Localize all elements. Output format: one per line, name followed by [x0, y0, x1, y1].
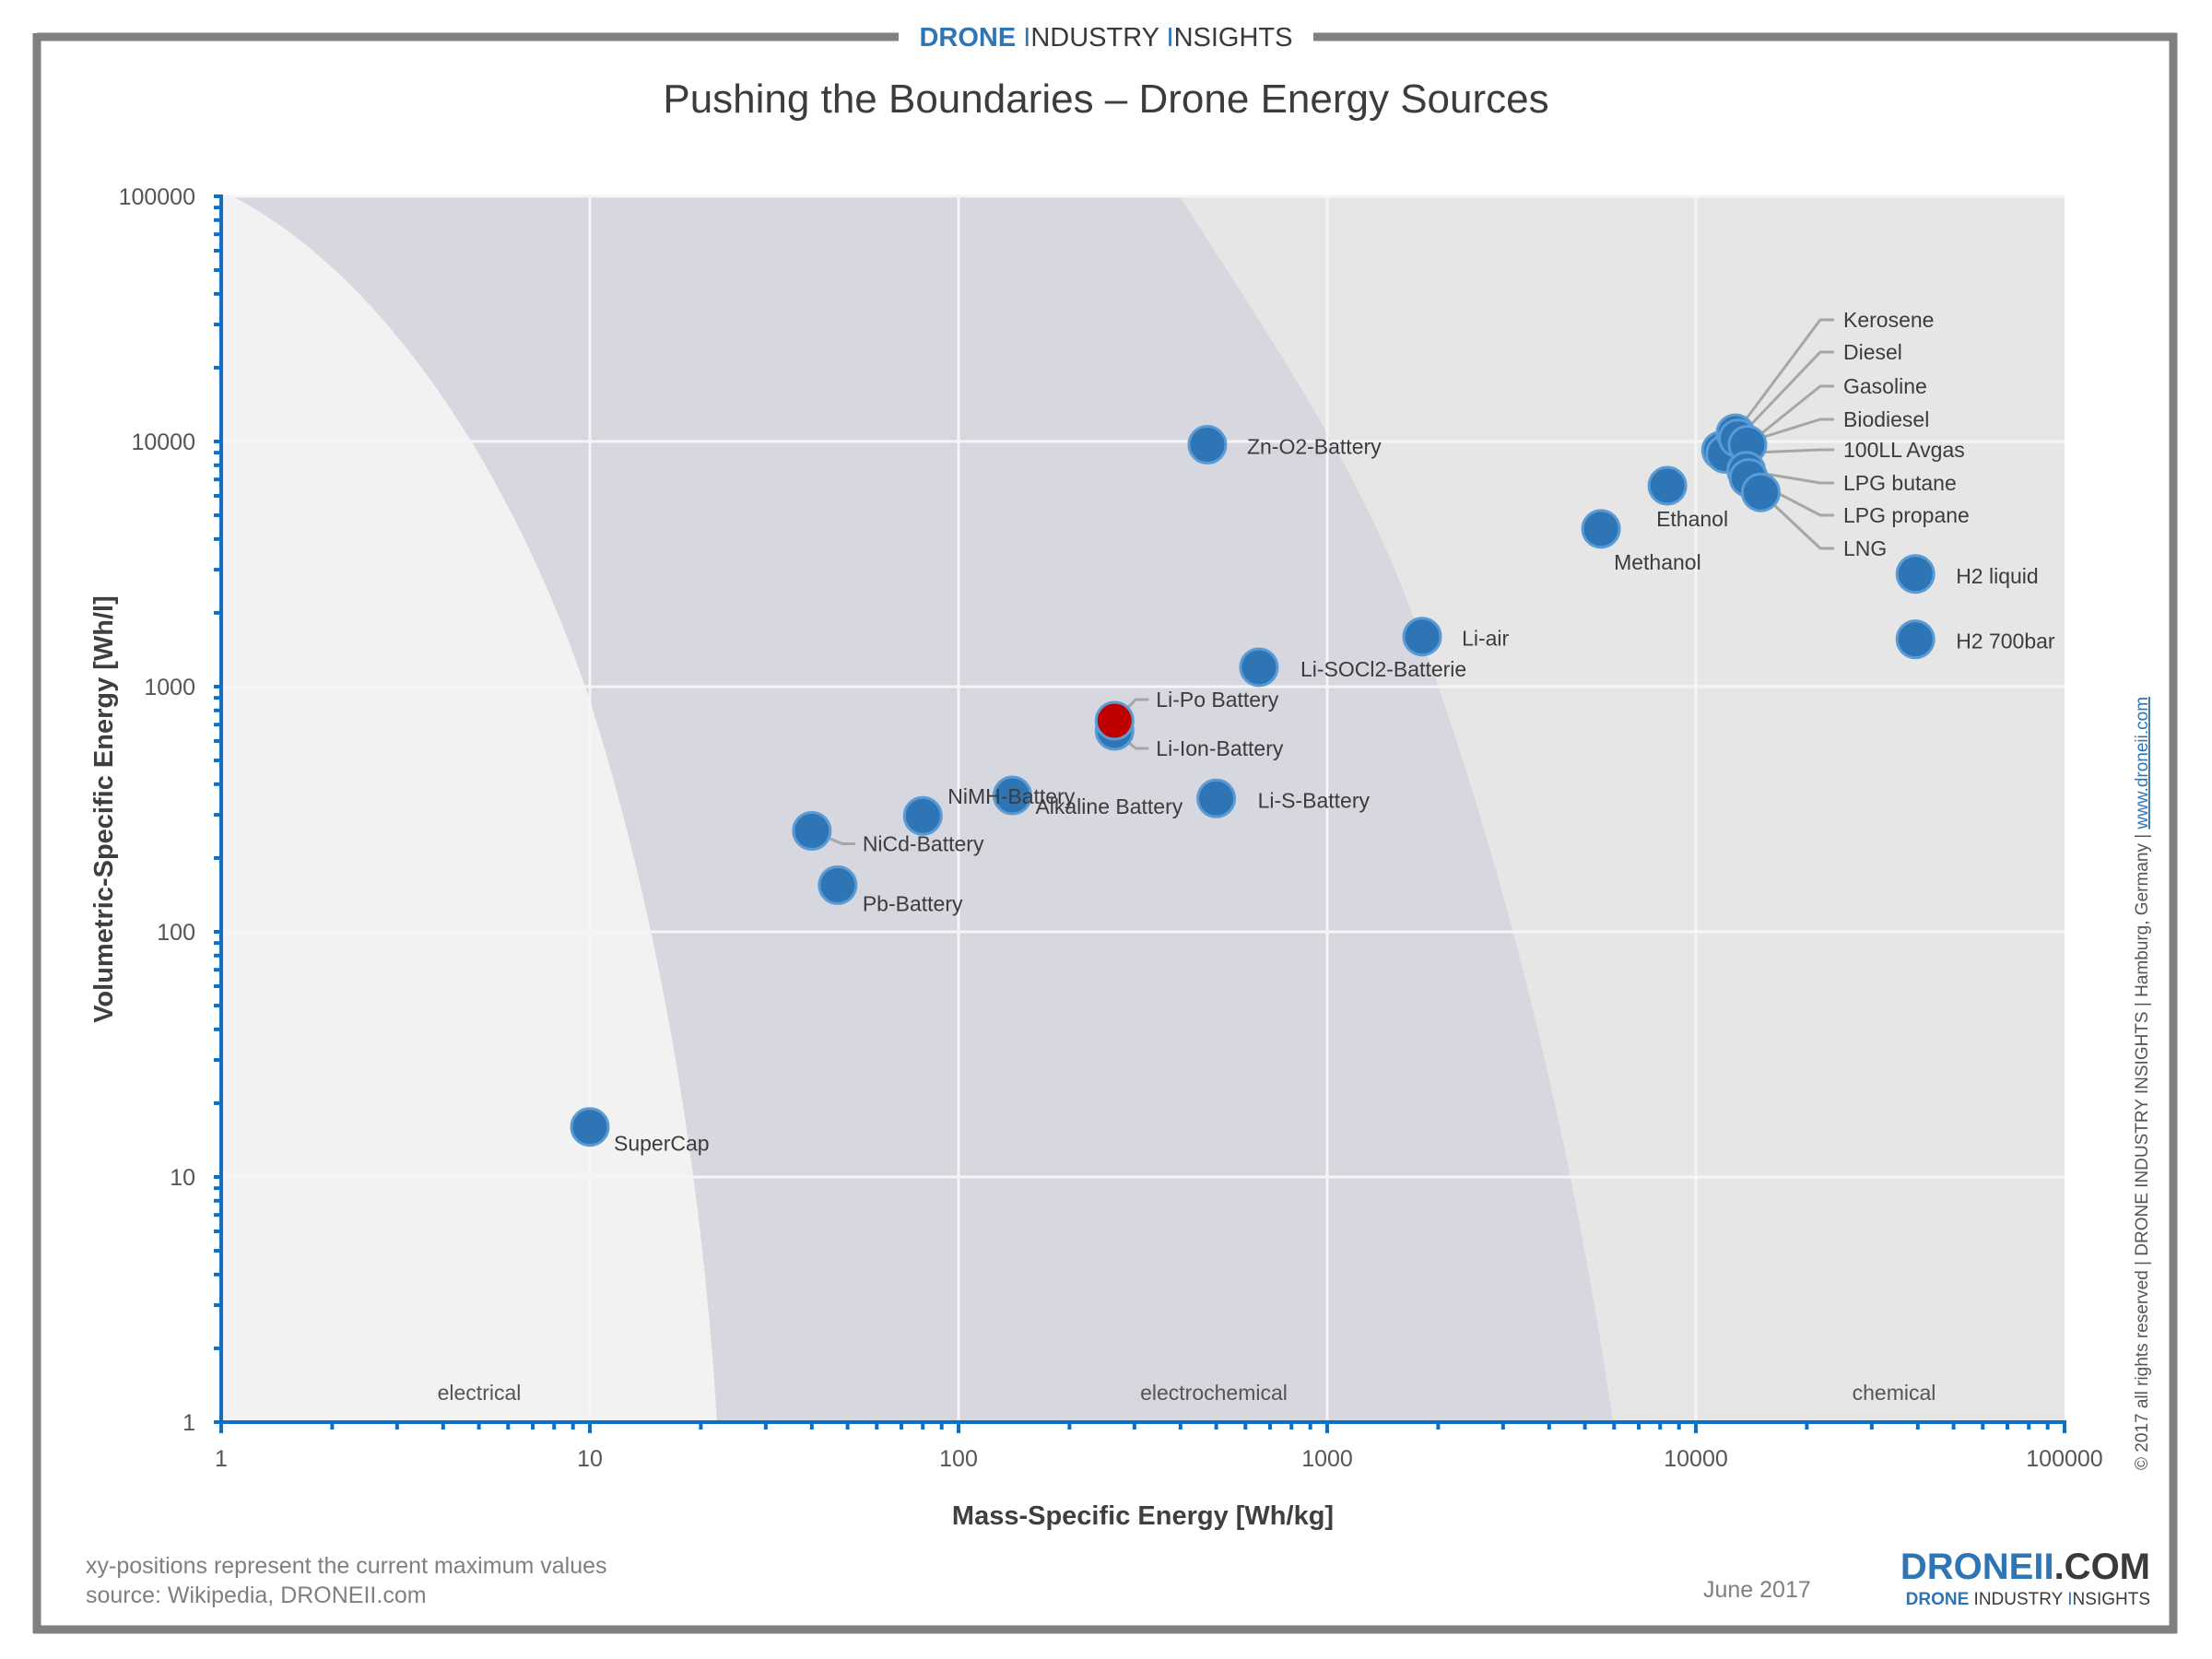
droneii-logo: DRONEII.COM DRONE INDUSTRY INSIGHTS — [1900, 1547, 2150, 1609]
point-label: H2 liquid — [1956, 564, 2039, 588]
data-point — [818, 865, 858, 905]
leader-line — [1747, 384, 1834, 446]
header-brand: DRONE INDUSTRY INSIGHTS — [919, 23, 1292, 53]
x-tick-label: 100 — [939, 1446, 978, 1472]
x-tick-label: 1000 — [1301, 1446, 1353, 1472]
data-points — [570, 413, 1936, 1147]
data-point — [1402, 617, 1442, 657]
data-point — [1581, 509, 1621, 549]
data-point — [792, 811, 832, 852]
data-point — [1094, 700, 1135, 741]
y-axis-title: Volumetric-Specific Energy [Wh/l] — [89, 595, 119, 1023]
gridlines — [221, 194, 2065, 1422]
website-link[interactable]: www.droneii.com — [2133, 697, 2152, 830]
data-point — [1895, 554, 1936, 594]
y-tick-label: 100000 — [119, 184, 195, 210]
data-point — [570, 1107, 610, 1147]
plot-area: electrical electrochemical chemical SuperC… — [119, 184, 2103, 1472]
zone-label-electrical: electrical — [438, 1381, 522, 1405]
x-axis-title: Mass-Specific Energy [Wh/kg] — [952, 1501, 1334, 1531]
leader-line — [1759, 491, 1834, 550]
point-label: Alkaline Battery — [1035, 794, 1182, 818]
data-point — [1196, 778, 1237, 818]
point-label: Ethanol — [1656, 507, 1728, 531]
leader-line — [1746, 469, 1834, 485]
point-label: Li-air — [1462, 627, 1509, 651]
point-label: LPG propane — [1843, 503, 1970, 527]
data-point — [1187, 425, 1228, 465]
frame — [32, 32, 2178, 1634]
point-label: Diesel — [1843, 340, 1902, 364]
y-tick-label: 1 — [182, 1410, 195, 1436]
point-label: H2 700bar — [1956, 629, 2055, 653]
point-label: NiMH-Battery — [947, 784, 1076, 808]
y-tick-label: 10000 — [131, 429, 195, 455]
point-labels: SuperCap NiCd-Battery Pb-Battery NiMH-Batte… — [614, 308, 2055, 1156]
x-tick-label: 1 — [215, 1446, 228, 1472]
zone-label-electrochemical: electrochemical — [1140, 1381, 1288, 1405]
footnote-source: source: Wikipedia, DRONEII.com — [86, 1583, 427, 1608]
copyright-note: © 2017 all rights reserved | DRONE INDUS… — [2133, 697, 2152, 1470]
leader-line — [1734, 318, 1834, 435]
axes — [214, 194, 2066, 1433]
y-tick-label: 1000 — [144, 675, 195, 700]
point-label: Pb-Battery — [863, 891, 963, 915]
zone-label-chemical: chemical — [1853, 1381, 1936, 1405]
point-label: Biodiesel — [1843, 407, 1929, 431]
point-label: Li-Ion-Battery — [1156, 736, 1284, 760]
y-tick-label: 10 — [170, 1165, 195, 1191]
data-point — [992, 775, 1032, 816]
point-label: Gasoline — [1843, 374, 1927, 398]
data-point — [902, 795, 943, 836]
x-tick-label: 10 — [577, 1446, 603, 1472]
data-point — [1239, 647, 1279, 688]
zone-labels: electrical electrochemical chemical — [438, 1381, 1936, 1405]
x-tick-label: 100000 — [2026, 1446, 2102, 1472]
logo-sub: DRONE INDUSTRY INSIGHTS — [1906, 1590, 2150, 1609]
y-tick-labels: 1 10 100 1000 10000 100000 — [119, 184, 195, 1436]
x-tick-label: 10000 — [1664, 1446, 1728, 1472]
point-label: LNG — [1843, 536, 1887, 560]
point-label: NiCd-Battery — [863, 832, 984, 856]
point-label: Li-SOCl2-Batterie — [1300, 657, 1466, 681]
point-label: Methanol — [1614, 550, 1701, 574]
footer-date: June 2017 — [1703, 1577, 1811, 1603]
point-label: SuperCap — [614, 1132, 710, 1156]
point-label: 100LL Avgas — [1843, 438, 1965, 462]
point-label: Kerosene — [1843, 308, 1934, 332]
y-tick-label: 100 — [157, 920, 195, 946]
data-point — [1895, 619, 1936, 660]
point-label: Li-Po Battery — [1156, 688, 1278, 712]
point-label: LPG butane — [1843, 471, 1957, 495]
point-label: Li-S-Battery — [1258, 788, 1371, 812]
chart-title: Pushing the Boundaries – Drone Energy So… — [663, 76, 1548, 122]
point-label: Zn-O2-Battery — [1247, 435, 1382, 459]
x-tick-labels: 1 10 100 1000 10000 100000 — [215, 1446, 2103, 1472]
data-point — [1647, 465, 1688, 506]
logo-main: DRONEII.COM — [1900, 1547, 2150, 1587]
leader-line — [1736, 350, 1834, 440]
footnote-positions: xy-positions represent the current maxim… — [86, 1553, 607, 1579]
data-point — [1740, 472, 1781, 512]
